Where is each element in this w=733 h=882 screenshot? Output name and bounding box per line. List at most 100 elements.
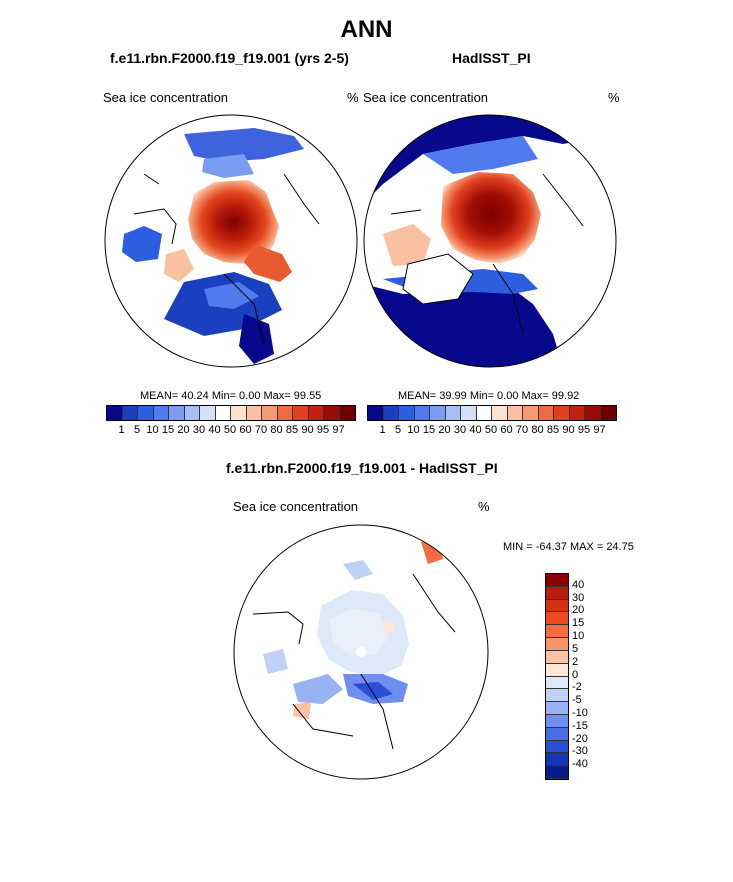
diff-colorbar-tick-label: -5 bbox=[572, 694, 582, 707]
diff-colorbar-box bbox=[546, 663, 568, 677]
diff-colorbar-box bbox=[546, 676, 568, 690]
colorbar-box bbox=[184, 406, 200, 420]
colorbar-tick-label: 85 bbox=[285, 424, 299, 436]
diff-panel-stats: MIN = -64.37 MAX = 24.75 bbox=[503, 541, 634, 553]
colorbar-box bbox=[523, 406, 539, 420]
diff-colorbar-box bbox=[546, 753, 568, 767]
colorbar-box bbox=[231, 406, 247, 420]
colorbar-tick-label: 97 bbox=[593, 424, 606, 436]
colorbar-tick-label: 80 bbox=[270, 424, 283, 436]
panel-2-stats: MEAN= 39.99 Min= 0.00 Max= 99.92 bbox=[398, 390, 580, 402]
colorbar-box bbox=[107, 406, 123, 420]
colorbar-tick-label: 70 bbox=[254, 424, 268, 436]
colorbar-tick-label: 60 bbox=[239, 424, 252, 436]
diff-colorbar-box bbox=[546, 740, 568, 754]
panel-2-colorbar bbox=[367, 405, 617, 421]
colorbar-tick-label: 20 bbox=[438, 424, 451, 436]
diff-colorbar-box bbox=[546, 612, 568, 626]
colorbar-tick-label: 40 bbox=[469, 424, 482, 436]
colorbar-tick-label: 70 bbox=[515, 424, 529, 436]
diff-colorbar-tick-label: -10 bbox=[572, 706, 588, 719]
colorbar-box bbox=[476, 406, 492, 420]
colorbar-box bbox=[445, 406, 461, 420]
colorbar-box bbox=[122, 406, 138, 420]
colorbar-tick-label: 1 bbox=[379, 424, 386, 436]
colorbar-box bbox=[169, 406, 185, 420]
colorbar-tick-label: 80 bbox=[531, 424, 544, 436]
panel-2-unit: % bbox=[608, 90, 620, 105]
diff-colorbar-tick-label: -15 bbox=[572, 719, 588, 732]
colorbar-box bbox=[200, 406, 216, 420]
difference-polar-map bbox=[233, 524, 489, 780]
colorbar-box bbox=[600, 406, 616, 420]
colorbar-box bbox=[538, 406, 554, 420]
diff-colorbar-box bbox=[546, 766, 568, 779]
panel-1-variable-label: Sea ice concentration bbox=[103, 90, 229, 105]
colorbar-tick-label: 90 bbox=[562, 424, 575, 436]
colorbar-tick-label: 5 bbox=[133, 424, 141, 436]
panel-1-stats: MEAN= 40.24 Min= 0.00 Max= 99.55 bbox=[140, 390, 322, 402]
colorbar-box bbox=[308, 406, 324, 420]
diff-panel-unit: % bbox=[478, 499, 490, 514]
diff-colorbar bbox=[545, 573, 569, 780]
diff-colorbar-tick-label: 15 bbox=[572, 617, 585, 630]
diff-colorbar-box bbox=[546, 638, 568, 651]
colorbar-box bbox=[399, 406, 415, 420]
diff-colorbar-tick-label: 20 bbox=[572, 604, 585, 617]
colorbar-box bbox=[461, 406, 477, 420]
colorbar-tick-label: 15 bbox=[161, 424, 175, 436]
colorbar-tick-label: 20 bbox=[177, 424, 190, 436]
colorbar-box bbox=[383, 406, 399, 420]
colorbar-tick-label: 10 bbox=[407, 424, 420, 436]
panel-2-variable-label: Sea ice concentration bbox=[363, 90, 489, 105]
panel-2-title: HadISST_PI bbox=[452, 50, 531, 66]
colorbar-tick-label: 10 bbox=[146, 424, 159, 436]
panel-1-colorbar-ticks: 1 5 10 15 20 30 40 50 60 70 80 85 90 95 97 bbox=[106, 424, 354, 438]
diff-colorbar-tick-label: -30 bbox=[572, 745, 588, 758]
colorbar-tick-label: 1 bbox=[118, 424, 125, 436]
diff-colorbar-tick-label: 10 bbox=[572, 630, 585, 643]
diff-colorbar-tick-label: 5 bbox=[572, 642, 579, 655]
diff-colorbar-tick-label: 30 bbox=[572, 591, 585, 604]
panel-1-title: f.e11.rbn.F2000.f19_f19.001 (yrs 2-5) bbox=[110, 50, 349, 66]
colorbar-tick-label: 85 bbox=[546, 424, 560, 436]
colorbar-box bbox=[138, 406, 154, 420]
colorbar-box bbox=[368, 406, 384, 420]
panel-1-unit: % bbox=[347, 90, 359, 105]
diff-colorbar-box bbox=[546, 714, 568, 728]
main-title: ANN bbox=[340, 16, 393, 43]
colorbar-box bbox=[339, 406, 355, 420]
diff-colorbar-box bbox=[546, 702, 568, 715]
colorbar-tick-label: 97 bbox=[332, 424, 345, 436]
colorbar-tick-label: 90 bbox=[301, 424, 314, 436]
colorbar-tick-label: 5 bbox=[394, 424, 402, 436]
diff-colorbar-tick-label: 0 bbox=[572, 668, 579, 681]
panel-2-polar-map bbox=[363, 114, 617, 368]
colorbar-tick-label: 30 bbox=[453, 424, 467, 436]
colorbar-box bbox=[414, 406, 430, 420]
colorbar-box bbox=[585, 406, 601, 420]
colorbar-tick-label: 40 bbox=[208, 424, 221, 436]
colorbar-box bbox=[277, 406, 293, 420]
diff-panel-variable-label: Sea ice concentration bbox=[233, 499, 359, 514]
colorbar-box bbox=[554, 406, 570, 420]
diff-colorbar-tick-label: 2 bbox=[572, 655, 579, 668]
colorbar-box bbox=[215, 406, 231, 420]
colorbar-box bbox=[507, 406, 523, 420]
colorbar-box bbox=[246, 406, 262, 420]
colorbar-tick-label: 50 bbox=[223, 424, 237, 436]
diff-colorbar-tick-label: -20 bbox=[572, 732, 588, 745]
colorbar-box bbox=[430, 406, 446, 420]
diff-colorbar-tick-label: -2 bbox=[572, 681, 582, 694]
diff-colorbar-box bbox=[546, 689, 568, 703]
diff-colorbar-box bbox=[546, 599, 568, 613]
diff-colorbar-box bbox=[546, 727, 568, 741]
colorbar-tick-label: 30 bbox=[192, 424, 206, 436]
colorbar-tick-label: 60 bbox=[500, 424, 513, 436]
diff-panel-title: f.e11.rbn.F2000.f19_f19.001 - HadISST_PI bbox=[226, 460, 498, 476]
colorbar-box bbox=[569, 406, 585, 420]
colorbar-box bbox=[492, 406, 508, 420]
diff-colorbar-box bbox=[546, 625, 568, 639]
colorbar-tick-label: 50 bbox=[484, 424, 498, 436]
diff-colorbar-tick-label: -40 bbox=[572, 758, 588, 771]
